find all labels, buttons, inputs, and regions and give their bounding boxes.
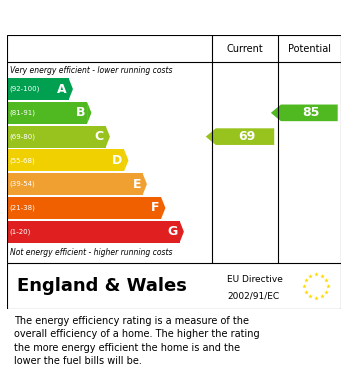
Text: 69: 69 xyxy=(238,130,255,143)
Bar xyxy=(7,78,69,100)
Text: E: E xyxy=(132,178,141,191)
Text: (55-68): (55-68) xyxy=(10,157,35,164)
Text: Not energy efficient - higher running costs: Not energy efficient - higher running co… xyxy=(10,248,173,257)
Text: (21-38): (21-38) xyxy=(10,205,35,211)
Text: Potential: Potential xyxy=(288,44,331,54)
Text: C: C xyxy=(95,130,104,143)
Text: (69-80): (69-80) xyxy=(10,133,35,140)
Text: A: A xyxy=(57,83,67,95)
Text: D: D xyxy=(112,154,122,167)
Polygon shape xyxy=(69,78,73,100)
Text: (92-100): (92-100) xyxy=(10,86,40,92)
Bar xyxy=(7,149,124,171)
Text: Current: Current xyxy=(227,44,263,54)
Text: 2002/91/EC: 2002/91/EC xyxy=(228,292,279,301)
Bar xyxy=(7,173,143,195)
Text: F: F xyxy=(151,201,159,214)
Bar xyxy=(7,126,105,147)
Bar xyxy=(7,102,87,124)
Text: The energy efficiency rating is a measure of the
overall efficiency of a home. T: The energy efficiency rating is a measur… xyxy=(14,316,259,366)
Text: England & Wales: England & Wales xyxy=(17,277,187,295)
Polygon shape xyxy=(180,221,184,243)
Text: (1-20): (1-20) xyxy=(10,228,31,235)
Polygon shape xyxy=(124,149,128,171)
Polygon shape xyxy=(271,104,338,121)
Text: Very energy efficient - lower running costs: Very energy efficient - lower running co… xyxy=(10,66,173,75)
Polygon shape xyxy=(143,173,147,195)
Bar xyxy=(7,221,180,243)
Bar xyxy=(7,197,161,219)
Text: (81-91): (81-91) xyxy=(10,109,35,116)
Polygon shape xyxy=(87,102,92,124)
Polygon shape xyxy=(206,128,274,145)
Text: 85: 85 xyxy=(302,106,320,119)
Polygon shape xyxy=(161,197,165,219)
Polygon shape xyxy=(105,126,110,147)
Text: (39-54): (39-54) xyxy=(10,181,35,187)
Text: G: G xyxy=(168,225,178,238)
Text: EU Directive: EU Directive xyxy=(228,274,283,283)
Text: B: B xyxy=(76,106,85,119)
Text: Energy Efficiency Rating: Energy Efficiency Rating xyxy=(10,12,221,27)
